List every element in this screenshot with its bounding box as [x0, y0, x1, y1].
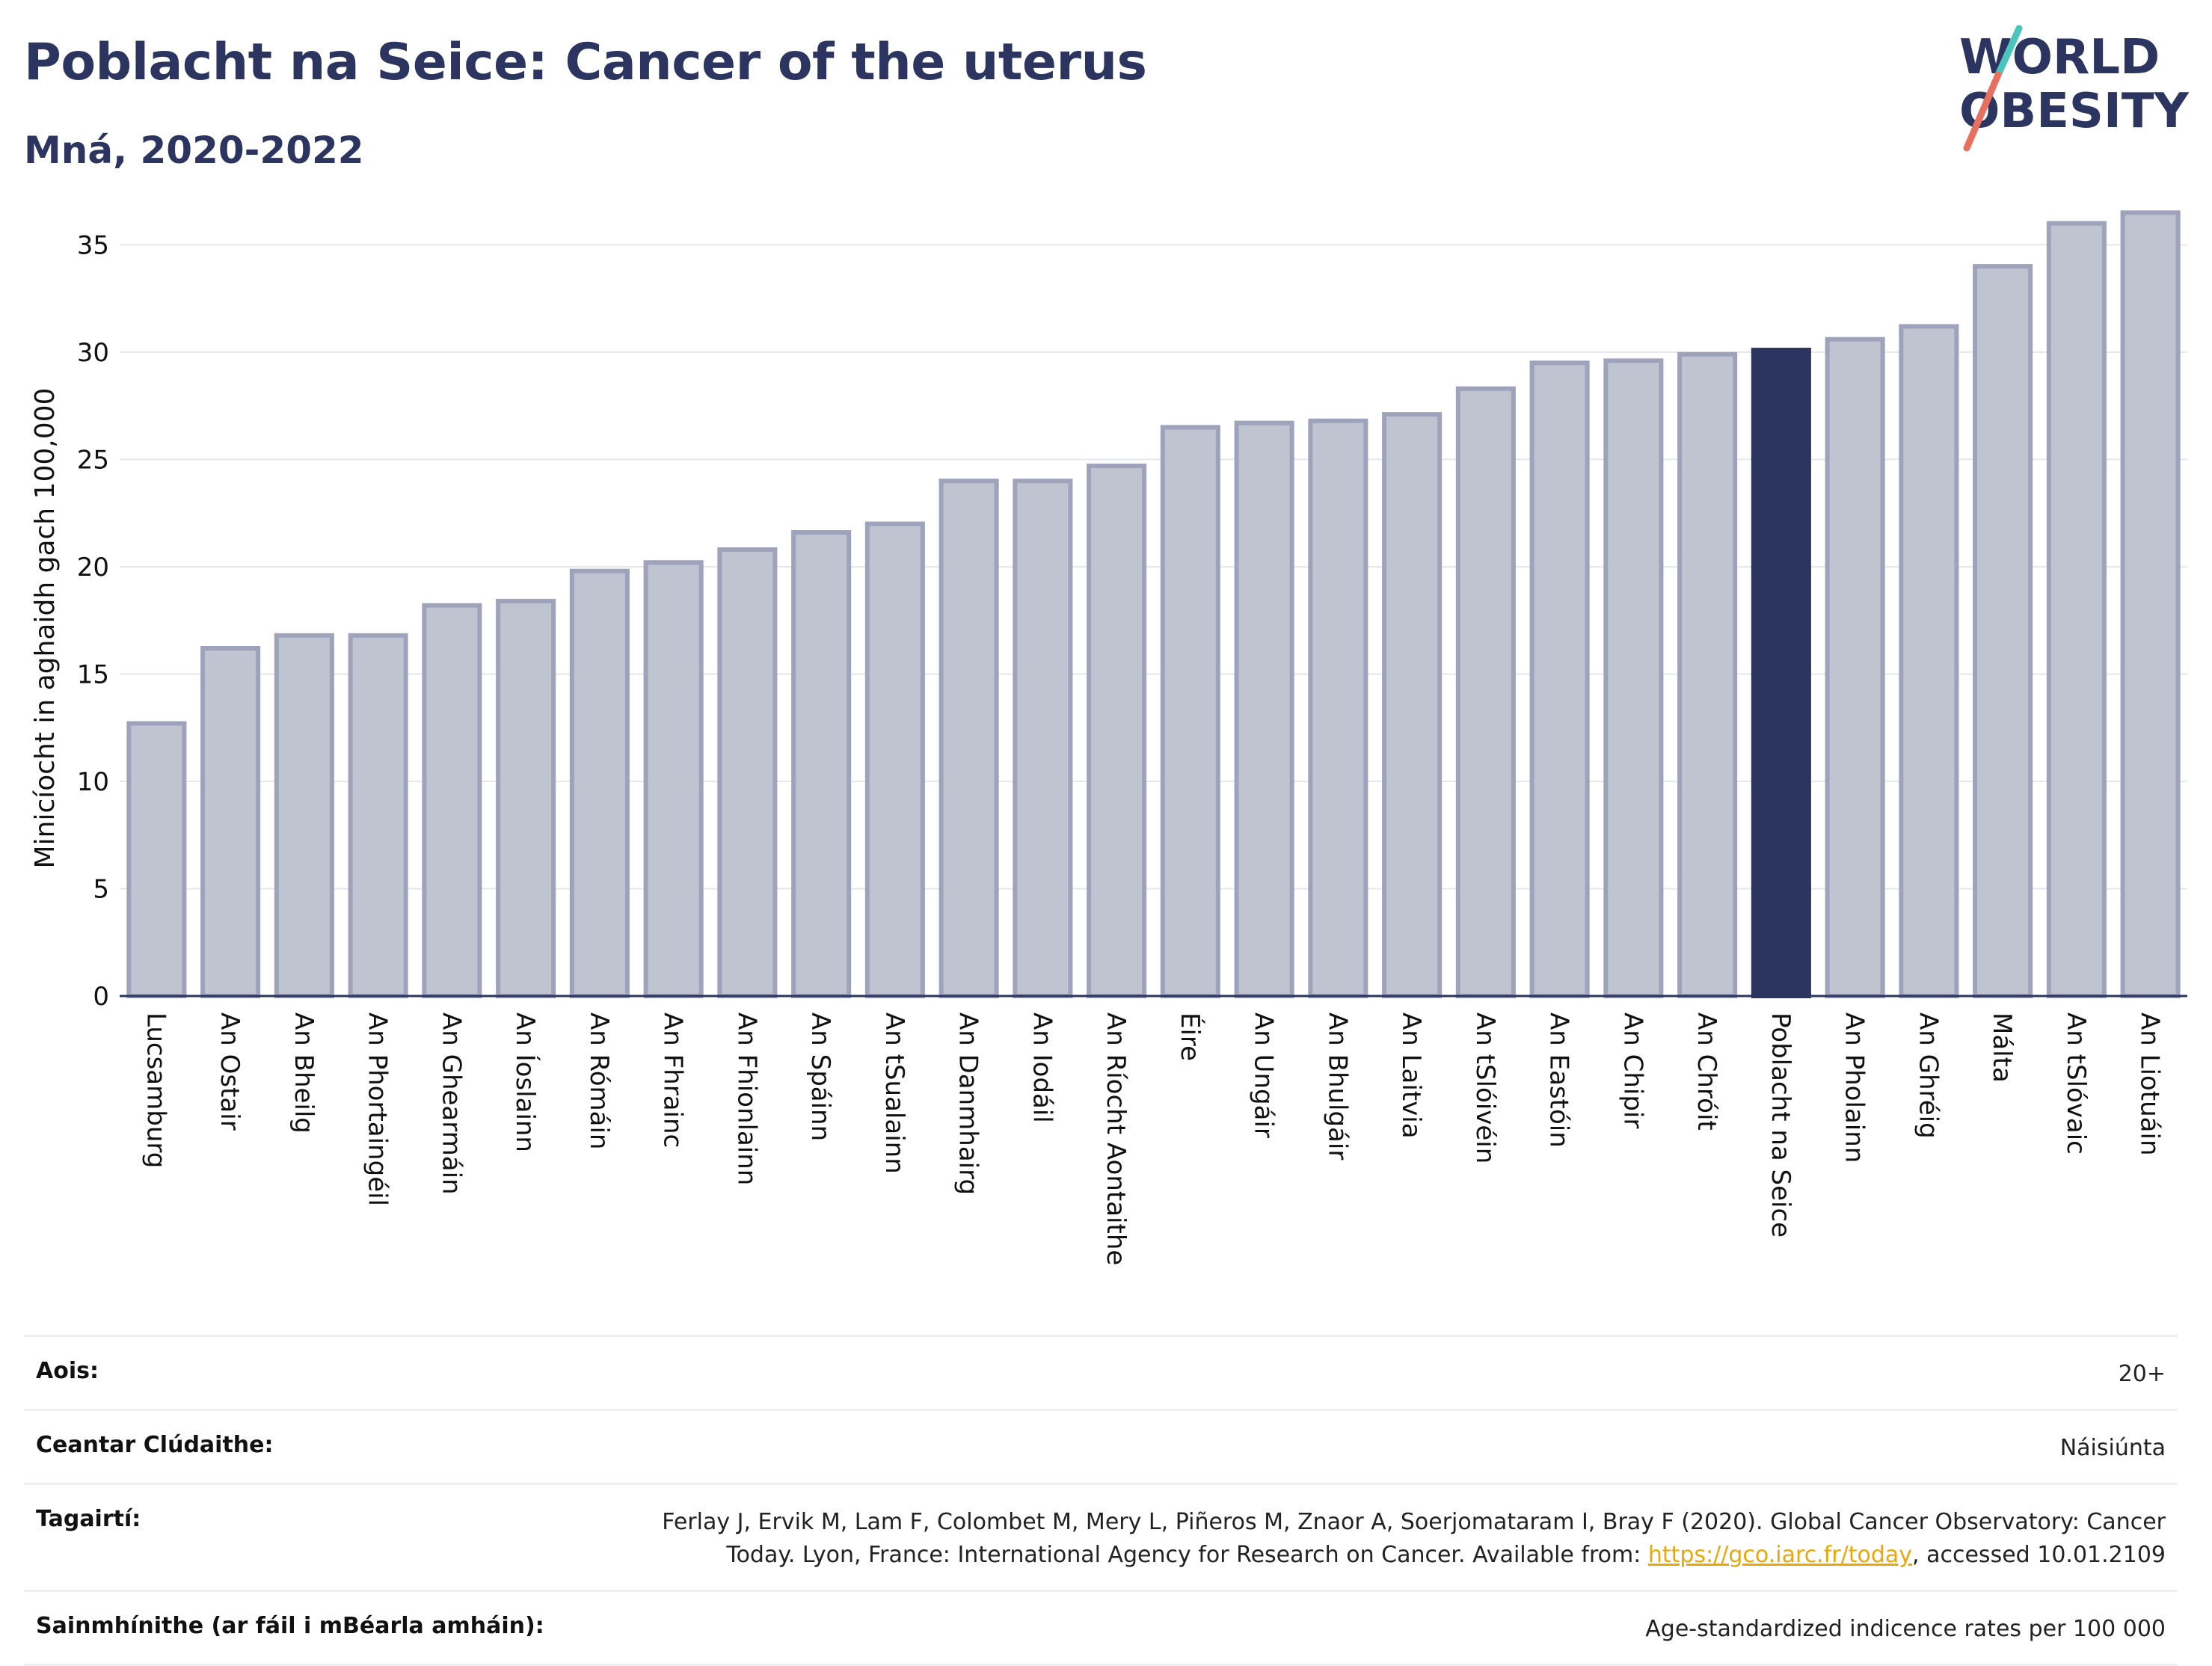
- svg-text:OBESITY: OBESITY: [1959, 84, 2189, 139]
- info-row-age: Aois: 20+: [24, 1335, 2178, 1409]
- bar[interactable]: [938, 479, 999, 998]
- definitions-value: Age-standardized indicence rates per 100…: [1645, 1616, 2166, 1642]
- y-tick-label: 5: [93, 874, 109, 904]
- info-row-coverage: Ceantar Clúdaithe: Náisiúnta: [24, 1409, 2178, 1483]
- x-tick-label: An Íoslainn: [510, 1012, 541, 1152]
- page-subtitle: Mná, 2020-2022: [24, 129, 364, 172]
- bar[interactable]: [348, 633, 408, 999]
- x-tick-label: An Bhulgáir: [1322, 1012, 1352, 1160]
- bar[interactable]: [422, 603, 482, 998]
- x-tick-label: Málta: [1987, 1012, 2017, 1083]
- y-axis-label: Minicíocht in aghaidh gach 100,000: [30, 388, 61, 869]
- y-tick-label: 30: [77, 338, 109, 368]
- bar[interactable]: [1825, 336, 1885, 998]
- y-tick-label: 20: [77, 553, 109, 583]
- x-tick-label: An Eastóin: [1544, 1012, 1574, 1148]
- age-label: Aois:: [36, 1358, 99, 1384]
- world-obesity-logo: WORLD OBESITY: [1959, 25, 2189, 152]
- x-tick-label: An Chróit: [1692, 1012, 1721, 1131]
- references-line1: Ferlay J, Ervik M, Lam F, Colombet M, Me…: [662, 1509, 2166, 1535]
- references-line2-pre: Today. Lyon, France: International Agenc…: [726, 1542, 1648, 1568]
- bar[interactable]: [1308, 418, 1368, 998]
- bar[interactable]: [2046, 221, 2107, 998]
- references-link[interactable]: https://gco.iarc.fr/today: [1647, 1542, 1913, 1568]
- definitions-label: Sainmhínithe (ar fáil i mBéarla amháin):: [36, 1613, 544, 1639]
- bar[interactable]: [1603, 358, 1664, 998]
- y-tick-label: 35: [77, 230, 109, 260]
- x-tick-label: An Chipir: [1617, 1012, 1647, 1128]
- bar-highlighted[interactable]: [1751, 348, 1811, 998]
- bar[interactable]: [1087, 464, 1147, 998]
- bar[interactable]: [1899, 324, 1959, 999]
- x-tick-label: Éire: [1175, 1012, 1205, 1061]
- x-tick-label: An tSlóvaic: [2061, 1012, 2091, 1155]
- bar[interactable]: [791, 530, 852, 998]
- bar[interactable]: [1455, 386, 1516, 998]
- bar[interactable]: [569, 568, 630, 998]
- bar[interactable]: [864, 521, 925, 998]
- x-tick-label: An Ostair: [215, 1012, 245, 1131]
- coverage-label: Ceantar Clúdaithe:: [36, 1432, 274, 1458]
- info-row-references: Tagairtí: Ferlay J, Ervik M, Lam F, Colo…: [24, 1483, 2178, 1590]
- x-tick-label: An Rómáin: [584, 1012, 614, 1149]
- bar[interactable]: [1013, 479, 1073, 998]
- x-tick-label: An Fhrainc: [658, 1012, 688, 1148]
- info-table: Aois: 20+ Ceantar Clúdaithe: Náisiúnta T…: [24, 1335, 2178, 1666]
- x-tick-label: An Spáinn: [805, 1012, 835, 1141]
- x-tick-label: Poblacht na Seice: [1766, 1012, 1795, 1238]
- bar[interactable]: [2120, 210, 2181, 999]
- x-tick-label: An Laitvia: [1396, 1012, 1426, 1139]
- references-value: Ferlay J, Ervik M, Lam F, Colombet M, Me…: [662, 1506, 2166, 1572]
- y-tick-label: 15: [77, 660, 109, 689]
- bar[interactable]: [126, 721, 187, 998]
- bar[interactable]: [717, 547, 778, 998]
- x-tick-label: An Bheilg: [289, 1012, 319, 1134]
- y-tick-label: 25: [77, 445, 109, 475]
- x-tick-label: An Ghearmáin: [436, 1012, 466, 1195]
- x-tick-label: An Liotuáin: [2135, 1012, 2165, 1156]
- bar[interactable]: [274, 633, 334, 999]
- references-line2-post: , accessed 10.01.2109: [1912, 1542, 2166, 1568]
- bar[interactable]: [1160, 425, 1220, 998]
- y-tick-label: 0: [93, 982, 109, 1012]
- x-tick-label: An Iodáil: [1027, 1012, 1057, 1123]
- page-title: Poblacht na Seice: Cancer of the uterus: [24, 33, 1147, 92]
- coverage-value: Náisiúnta: [2059, 1435, 2166, 1461]
- bar[interactable]: [1973, 264, 2033, 998]
- bar-chart: 0 5 10 15 20 25 30 35 Lucsamburg An Ostair An Bhei…: [30, 210, 2187, 1265]
- x-tick-label: An Ungáir: [1249, 1012, 1279, 1138]
- references-label: Tagairtí:: [36, 1506, 141, 1532]
- x-tick-label: Lucsamburg: [141, 1012, 170, 1168]
- x-tick-label: An Ghréig: [1913, 1012, 1943, 1139]
- bar[interactable]: [1529, 360, 1590, 998]
- svg-text:WORLD: WORLD: [1959, 30, 2160, 85]
- x-tick-label: An tSualainn: [879, 1012, 909, 1174]
- x-tick-label: An Danmhairg: [953, 1012, 983, 1195]
- x-tick-label: An Pholainn: [1840, 1012, 1870, 1163]
- x-tick-label: An tSlóivéin: [1470, 1012, 1500, 1164]
- bar[interactable]: [200, 646, 261, 999]
- axes: 0 5 10 15 20 25 30 35 Lucsamburg An Ostair An Bhei…: [77, 230, 2187, 1265]
- bar[interactable]: [1677, 351, 1738, 998]
- y-tick-label: 10: [77, 767, 109, 797]
- age-value: 20+: [2118, 1361, 2166, 1387]
- bar[interactable]: [643, 560, 704, 998]
- x-tick-label: An Phortaingéil: [363, 1012, 393, 1206]
- x-tick-label: An Fhionlainn: [731, 1012, 761, 1185]
- bar[interactable]: [496, 598, 556, 998]
- bars: [126, 210, 2181, 999]
- x-tick-label: An Ríocht Aontaithe: [1101, 1012, 1131, 1265]
- bar[interactable]: [1234, 420, 1294, 998]
- bar[interactable]: [1382, 412, 1443, 998]
